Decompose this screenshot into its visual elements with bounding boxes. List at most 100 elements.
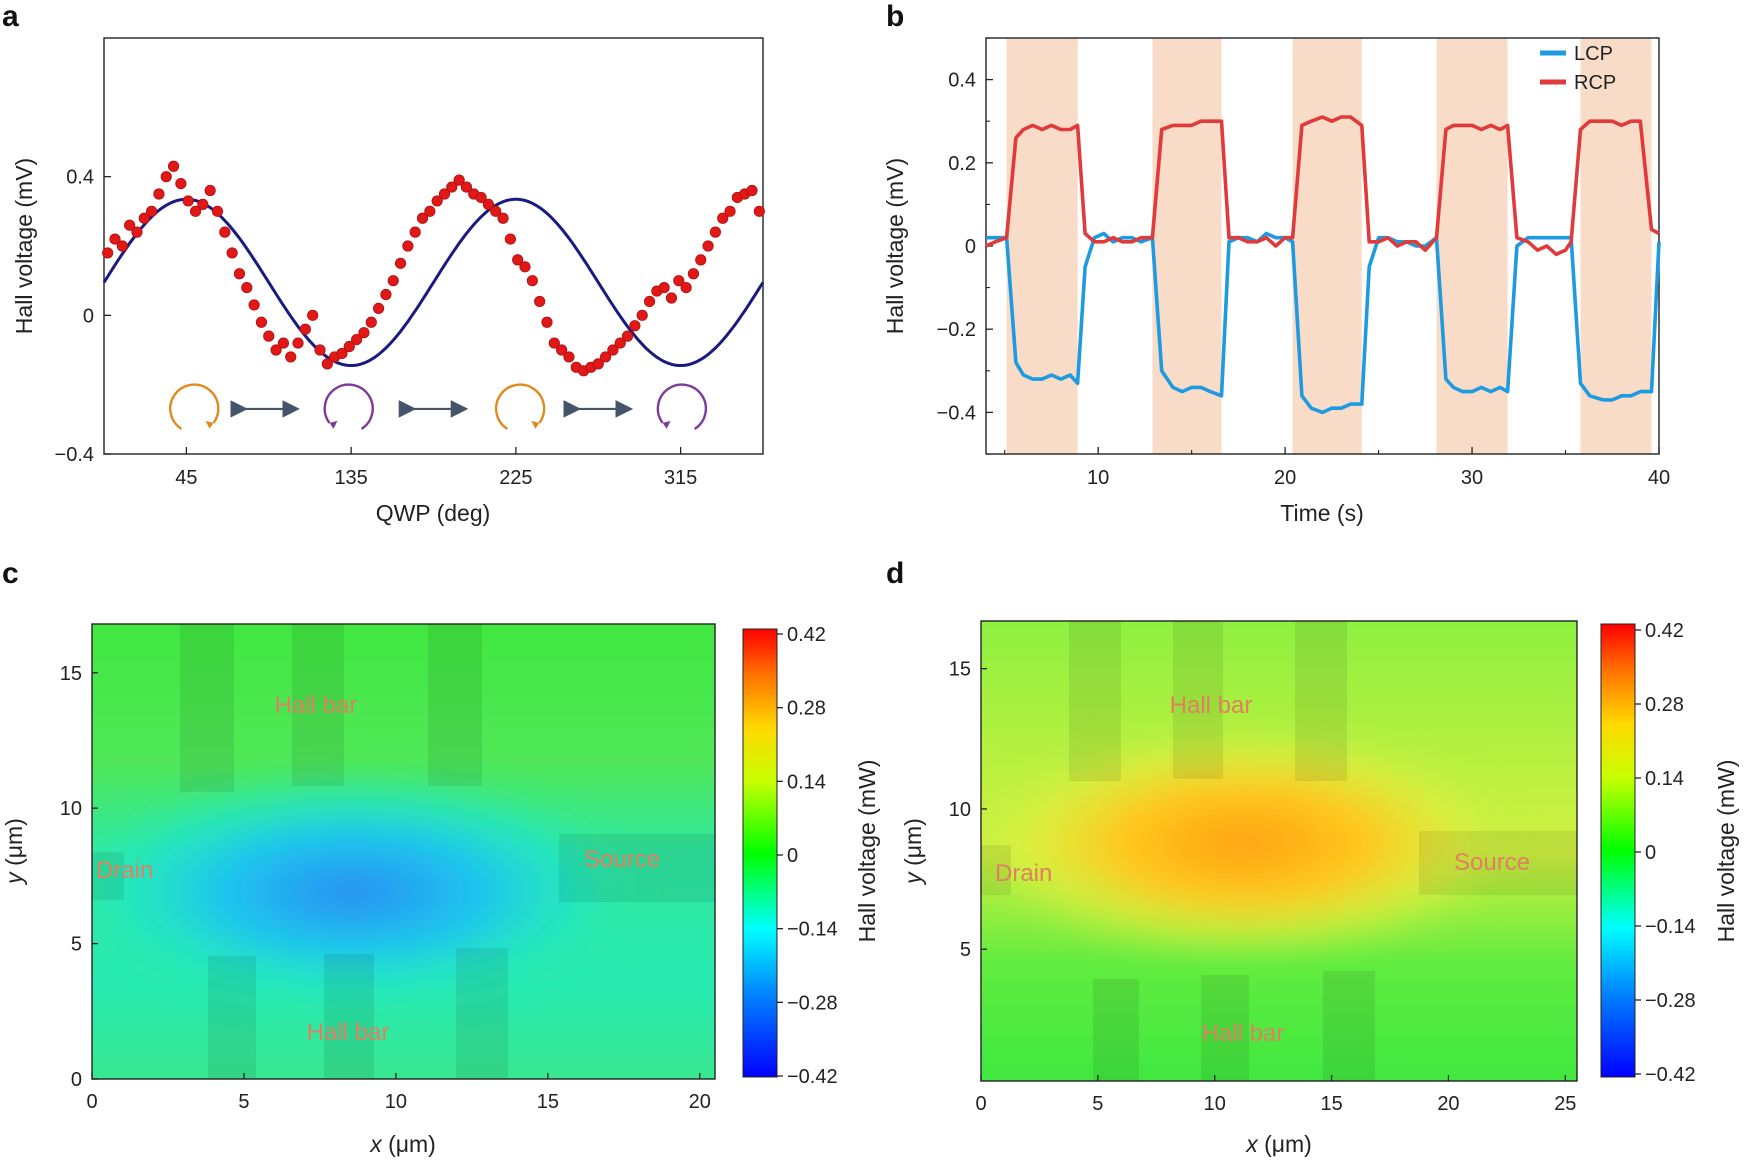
panel-c-xtick-label: 15 xyxy=(537,1091,559,1113)
panel-b-shaded-interval xyxy=(1580,38,1652,454)
circular-arrow-arc xyxy=(169,383,220,430)
panel-c-hall-bar-top-label: Hall bar xyxy=(275,692,358,719)
legend-lcp-label: LCP xyxy=(1574,43,1613,65)
panel-a-point xyxy=(519,261,531,273)
lcp-circular-arrow-icon xyxy=(656,383,708,430)
panel-a-point xyxy=(219,226,231,238)
panel-a-point xyxy=(365,316,377,328)
panel-a-point xyxy=(387,275,399,287)
panel-a-polarization-icons xyxy=(169,383,708,430)
panel-d-drain-pad xyxy=(981,845,1011,895)
panel-a-point xyxy=(167,160,180,172)
legend-rcp-label: RCP xyxy=(1574,72,1616,94)
panel-a-point xyxy=(248,299,260,311)
panel-d-xtick-label: 0 xyxy=(975,1093,986,1115)
panel-c-hotspot xyxy=(92,772,642,1012)
panel-b-series xyxy=(985,115,1661,415)
panel-b-series-lcp xyxy=(986,231,1661,415)
panel-a-point xyxy=(182,195,194,207)
panel-d-drain-label: Drain xyxy=(995,860,1052,887)
panel-c-colorbar-tick-label: −0.28 xyxy=(787,992,838,1014)
circular-arrow-arc xyxy=(323,383,374,430)
panel-a-point xyxy=(687,268,700,280)
panel-a-point xyxy=(277,337,289,349)
panel-d-colorbar-tick-label: −0.14 xyxy=(1645,916,1696,938)
panel-a-point xyxy=(753,205,765,217)
panel-a-data-points xyxy=(102,160,765,377)
panel-c-xlabel-unit: (μm) xyxy=(382,1131,436,1157)
panel-c-bottom-electrode xyxy=(208,956,256,1079)
panel-b-legend: LCP RCP xyxy=(1540,43,1616,94)
panel-a-point xyxy=(394,257,407,269)
circular-arrow-head xyxy=(205,420,214,429)
panel-d-hotspot xyxy=(981,725,1523,961)
panel-c-hall-bar-bottom-label: Hall bar xyxy=(307,1019,390,1046)
panel-d-ylabel-unit: (μm) xyxy=(900,818,926,872)
panel-a-point xyxy=(504,233,516,245)
panel-d-top-electrode xyxy=(1173,621,1223,779)
panel-b-xtick-label: 20 xyxy=(1274,467,1296,489)
panel-label-c: c xyxy=(2,557,19,590)
panel-d-top-electrode xyxy=(1069,621,1121,781)
panel-a-point xyxy=(409,226,421,238)
panel-c-xtick-label: 0 xyxy=(86,1091,97,1113)
panel-d-source-label: Source xyxy=(1454,849,1530,876)
panel-a-point xyxy=(226,247,238,259)
panel-b-ytick-label: 0 xyxy=(965,236,976,258)
panel-d-xlabel-unit: (μm) xyxy=(1258,1131,1312,1157)
circular-arrow-arc xyxy=(494,383,546,430)
panel-a-point xyxy=(116,240,128,252)
panel-d-map xyxy=(981,621,1577,1081)
panel-c-hotspot-group xyxy=(92,772,642,1012)
panel-a-point xyxy=(702,240,714,252)
panel-d-xtick-label: 10 xyxy=(1204,1093,1226,1115)
panel-a-point xyxy=(138,212,150,224)
panel-d-device-outline xyxy=(981,621,1577,1081)
panel-d-bottom-electrode xyxy=(1323,971,1375,1081)
panel-b-light-on-intervals xyxy=(1006,38,1652,454)
panel-d-hall-bar-bottom-label: Hall bar xyxy=(1202,1020,1285,1047)
panel-a-point xyxy=(307,309,319,321)
panel-a-point xyxy=(175,178,187,190)
panel-a-point xyxy=(717,212,729,224)
panel-c-top-electrode xyxy=(292,624,344,786)
panel-d-top-electrode xyxy=(1295,621,1347,781)
panel-a-point xyxy=(372,302,385,314)
panel-c-ytick-label: 5 xyxy=(71,934,82,956)
panel-a-ylabel: Hall voltage (mV) xyxy=(11,158,37,334)
panel-d-xtick-label: 5 xyxy=(1092,1093,1103,1115)
panel-a-point xyxy=(512,254,524,266)
panel-d-colorbar xyxy=(1600,623,1636,1078)
panel-a-point xyxy=(189,205,202,217)
panel-d-ytick-label: 10 xyxy=(949,799,971,821)
panel-a-point xyxy=(109,233,121,245)
panel-a-point xyxy=(541,316,553,328)
panel-a-point xyxy=(197,198,209,210)
panel-a-ticks: 45 135 225 315 −0.4 0 0.4 xyxy=(55,167,698,489)
panel-b-xtick-label: 10 xyxy=(1087,467,1109,489)
panel-d-ylabel: y (μm) xyxy=(900,818,926,886)
panel-a-point xyxy=(453,174,465,186)
panel-a-point xyxy=(131,226,143,238)
panel-d-hotspot-group xyxy=(981,725,1523,961)
panel-c-bottom-electrode xyxy=(456,948,508,1079)
panel-a-point xyxy=(563,351,575,363)
panel-b-xtick-label: 40 xyxy=(1648,467,1670,489)
panel-c-heatmap: Hall bar Hall bar Drain Source 0 5 10 15 200… xyxy=(1,623,880,1157)
panel-c-xlabel: x (μm) xyxy=(369,1131,436,1157)
panel-a-xlabel: QWP (deg) xyxy=(376,500,491,526)
panel-a-point xyxy=(548,337,560,349)
panel-d-colorbar-label: Hall voltage (mW) xyxy=(1713,760,1739,943)
panel-c-ytick-label: 15 xyxy=(60,663,82,685)
panel-a-plot-frame xyxy=(103,37,764,455)
panel-a-point xyxy=(475,191,487,204)
panel-c-map xyxy=(92,624,715,1079)
panel-a-point xyxy=(614,337,626,349)
panel-d-heatmap: Hall bar Hall bar Drain Source 0 5 10 15 20 2… xyxy=(900,620,1739,1157)
panel-c-map-frame xyxy=(91,623,716,1080)
panel-d-map-frame xyxy=(980,620,1578,1082)
panel-d-xlabel: x (μm) xyxy=(1245,1131,1312,1157)
panel-a-point xyxy=(299,323,311,335)
panel-a-xtick-label: 225 xyxy=(499,467,532,489)
